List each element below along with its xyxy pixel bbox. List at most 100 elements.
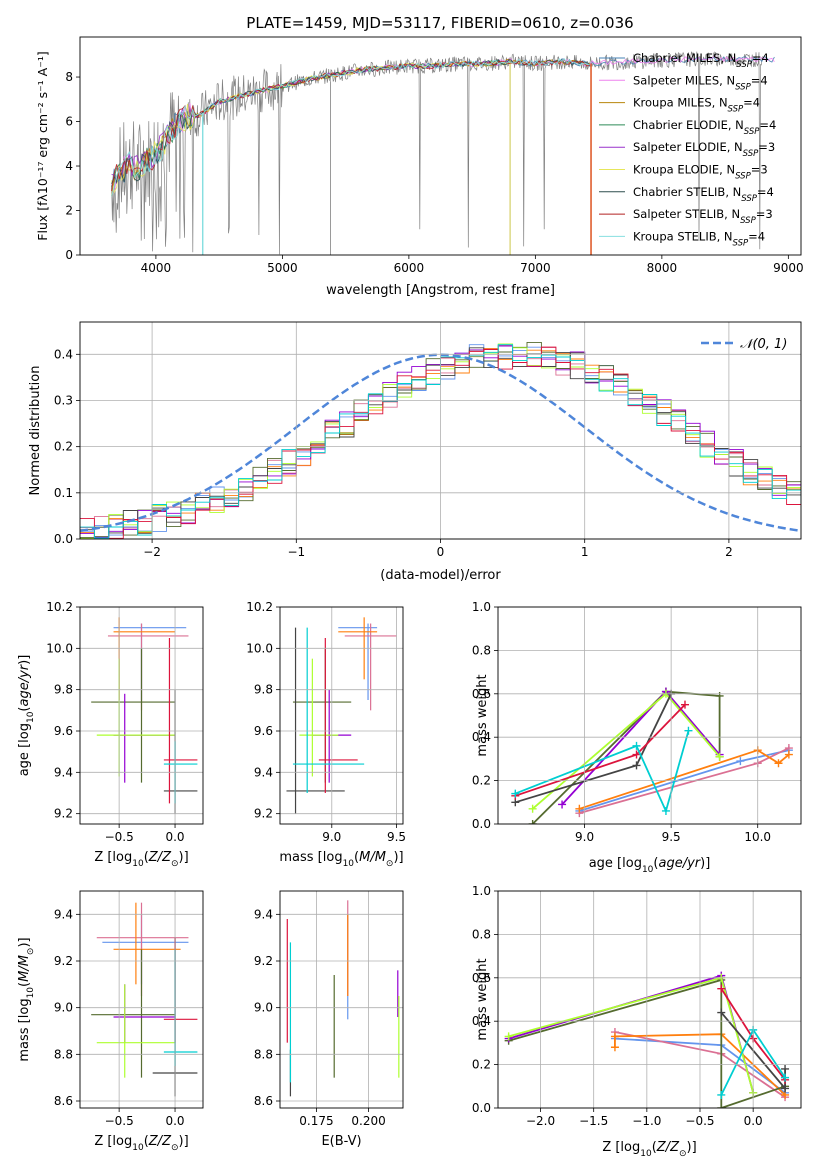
axes-frame (497, 890, 802, 1109)
axes-frame (279, 890, 404, 1109)
legend-label-sub: SSP (740, 216, 756, 226)
legend-label-sub: SSP (736, 60, 752, 70)
label-part: age [log (589, 856, 642, 871)
label-part: ( (17, 982, 32, 987)
y-tick-label: 0 (65, 248, 73, 262)
x-tick-label: 9.5 (662, 830, 681, 844)
x-tick-label: −0.5 (105, 830, 134, 844)
legend-label-tail: =4 (751, 73, 768, 87)
plot-area-weight_vs_age (511, 687, 793, 824)
x-tick-label: −1.5 (579, 1114, 608, 1128)
legend-label: Chabrier STELIB, NSSP=4 (633, 185, 774, 204)
x-axis-label: mass [log10(M/M⊙)] (279, 850, 403, 869)
label-part: Z [log (602, 1140, 640, 1155)
axes-residuals: −2 −1 0 1 2 0.0 0.1 0.2 0.3 0.4 𝒩(0, 1) (data-model… (28, 321, 802, 583)
legend-label-tail: =4 (752, 51, 769, 65)
y-tick-label: 0.2 (54, 440, 73, 454)
weight-point-marker (528, 820, 537, 824)
legend-label-tail: =3 (758, 140, 775, 154)
axes-spectrum: 4000 5000 6000 7000 8000 9000 0 2 4 6 8 Chabrier MI… (35, 36, 804, 298)
legend-label-text: Kroupa ELODIE, N (633, 163, 735, 177)
axes-frame (79, 36, 802, 256)
legend-label-text: Kroupa MILES, N (633, 96, 728, 110)
weight-point-marker (504, 1032, 513, 1041)
y-tick-label: 9.6 (54, 724, 73, 738)
x-axis-label: Z [log10(Z/Z⊙)] (602, 1140, 696, 1159)
y-tick-label: 8.8 (54, 1047, 73, 1061)
x-axis-label: Z [log10(Z/Z⊙)] (94, 850, 188, 869)
weight-point-marker (715, 691, 724, 700)
legend-label: Salpeter ELODIE, NSSP=3 (633, 140, 775, 159)
x-tick-label: −1 (287, 545, 305, 559)
x-tick-label: 1 (581, 545, 589, 559)
label-part: Z/Z (148, 1134, 172, 1149)
x-tick-label: 9000 (773, 261, 804, 275)
legend-label-text: Chabrier ELODIE, N (633, 118, 744, 132)
x-tick-label: 10.0 (744, 830, 771, 844)
weight-point-marker (661, 806, 670, 815)
label-part: ⊙ (171, 1143, 179, 1153)
y-tick-label: 0.4 (54, 347, 73, 361)
y-tick-label: 9.6 (254, 724, 273, 738)
legend-label-text: Kroupa STELIB, N (633, 229, 733, 243)
legend-label-text: Salpeter MILES, N (633, 73, 735, 87)
y-tick-label: 9.2 (54, 807, 73, 821)
weight-point-marker (781, 1084, 790, 1093)
y-tick-label: 9.2 (254, 807, 273, 821)
x-tick-label: 2 (725, 545, 733, 559)
label-part: ⊙ (679, 1149, 687, 1159)
y-tick-label: 9.4 (254, 907, 273, 921)
model-spectrum (111, 58, 590, 197)
label-part: ⊙ (171, 859, 179, 869)
y-tick-label: 0.4 (472, 730, 491, 744)
x-tick-label: −0.5 (105, 1114, 134, 1128)
y-tick-label: 9.0 (54, 1001, 73, 1015)
label-part: )] (700, 856, 710, 871)
model-spectrum (111, 58, 591, 185)
legend-label: Chabrier MILES, NSSP=4 (633, 51, 769, 70)
y-axis-label: Flux [fλ10⁻¹⁷ erg cm⁻² s⁻¹ A⁻¹] (35, 51, 50, 240)
weight-point-marker (680, 700, 689, 709)
label-part: 10 (642, 865, 654, 875)
y-tick-label: 0.1 (54, 486, 73, 500)
y-tick-label: 9.4 (254, 765, 273, 779)
y-tick-label: 1.0 (472, 884, 491, 898)
plot-area-age_vs_Z (91, 617, 198, 814)
label-part: )] (179, 850, 189, 865)
legend-label-tail: =3 (756, 207, 773, 221)
y-tick-label: 1.0 (472, 600, 491, 614)
weight-point-marker (736, 757, 745, 766)
x-tick-label: 9.5 (387, 830, 406, 844)
label-part: mass [log (17, 998, 32, 1061)
x-axis-label: E(B-V) (321, 1134, 361, 1149)
weight-point-marker (610, 1032, 619, 1041)
axes-frame (79, 321, 802, 540)
x-tick-label: −0.5 (685, 1114, 714, 1128)
y-tick-label: 0.0 (472, 817, 491, 831)
label-part: ⊙ (26, 948, 36, 956)
weight-point-marker (528, 804, 537, 813)
x-tick-label: 5000 (267, 261, 298, 275)
residual-histogram (80, 344, 801, 539)
y-tick-label: 10.0 (246, 641, 273, 655)
y-tick-label: 9.0 (254, 1001, 273, 1015)
label-part: Z [log (94, 850, 132, 865)
label-part: M/M (359, 850, 386, 865)
legend-label: Salpeter STELIB, NSSP=3 (633, 207, 773, 226)
weight-point-marker (715, 752, 724, 761)
weight-point-marker (781, 1073, 790, 1082)
x-tick-label: −2.0 (526, 1114, 555, 1128)
legend-label: Kroupa ELODIE, NSSP=3 (633, 163, 768, 182)
x-axis-label: Z [log10(Z/Z⊙)] (94, 1134, 188, 1153)
y-axis-label: mass weight (475, 674, 490, 756)
label-part: ( (144, 1134, 149, 1149)
plot-area-spectrum (111, 51, 775, 255)
y-tick-label: 10.2 (46, 600, 73, 614)
legend-label-tail: =4 (743, 96, 760, 110)
y-tick-label: 0.0 (472, 1101, 491, 1115)
weight-point-marker (784, 750, 793, 759)
label-part: )] (17, 937, 32, 947)
weight-line (514, 730, 690, 814)
y-tick-label: 10.0 (46, 641, 73, 655)
y-tick-label: 0.0 (54, 532, 73, 546)
